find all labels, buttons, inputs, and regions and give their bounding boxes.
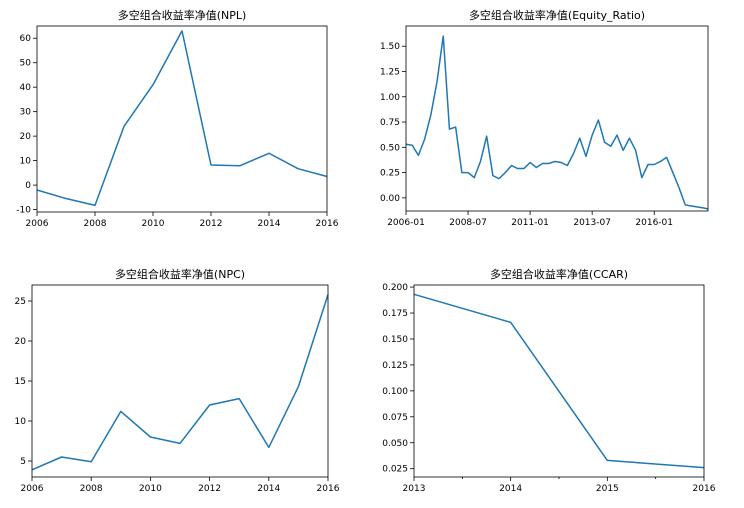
x-tick-label: 2006-01 [387, 218, 425, 228]
x-tick-label: 2012 [198, 484, 221, 494]
y-tick-label: 0.50 [380, 143, 400, 153]
y-tick-label: 40 [20, 83, 32, 93]
y-tick-label: 0.075 [382, 413, 408, 423]
x-tick-label: 2016-01 [635, 218, 673, 228]
y-tick-label: 15 [15, 377, 26, 387]
x-tick-label: 2016 [316, 219, 339, 229]
x-tick-label: 2015 [596, 484, 619, 494]
plot-frame [31, 284, 329, 478]
y-tick-label: 10 [15, 417, 27, 427]
y-tick-label: 0.025 [382, 465, 408, 475]
chart-title: 多空组合收益率净值(NPL) [118, 8, 247, 22]
chart-panel-4: 多空组合收益率净值(CCAR) 0.025 0.050 0.075 0.100 0.125… [382, 267, 715, 494]
x-tick-label: 2011-01 [511, 218, 549, 228]
x-tick-label: 2008 [84, 219, 107, 229]
chart-panel-1: 多空组合收益率净值(NPL) -10 0 10 20 30 40 50 60 2006 2008 20… [16, 8, 338, 229]
x-tick-label: 2014 [499, 484, 522, 494]
x-tick-label: 2008-07 [449, 218, 487, 228]
chart-title: 多空组合收益率净值(Equity_Ratio) [469, 8, 645, 22]
y-tick-label: 0.25 [380, 169, 400, 179]
x-tick-label: 2014 [257, 484, 280, 494]
y-tick-label: 50 [20, 59, 32, 69]
x-tick-label: 2010 [142, 219, 165, 229]
y-tick-label: 0.100 [382, 387, 408, 397]
y-tick-label: 1.25 [380, 67, 400, 77]
plot-frame [413, 284, 705, 478]
y-tick-label: 25 [15, 297, 26, 307]
y-tick-label: 0.00 [380, 194, 400, 204]
y-tick-label: 0.050 [382, 439, 408, 449]
plot-frame [405, 25, 709, 212]
series-line [31, 294, 329, 471]
y-tick-label: 0.125 [382, 361, 408, 371]
y-tick-label: 0 [25, 181, 31, 191]
x-tick-label: 2013 [403, 484, 426, 494]
x-tick-label: 2014 [258, 219, 281, 229]
y-tick-label: 10 [20, 157, 32, 167]
x-tick-label: 2016 [317, 484, 340, 494]
series-line [413, 293, 705, 469]
y-tick-label: 0.200 [382, 283, 408, 293]
y-tick-label: 1.50 [380, 42, 400, 52]
series-line [405, 35, 709, 210]
y-tick-label: 60 [20, 34, 32, 44]
x-tick-label: 2012 [200, 219, 223, 229]
x-tick-label: 2016 [693, 484, 716, 494]
series-line [36, 30, 328, 207]
y-tick-label: -10 [16, 206, 31, 216]
plot-frame [36, 25, 328, 213]
y-tick-label: 20 [15, 337, 27, 347]
y-tick-label: 0.150 [382, 335, 408, 345]
x-tick-label: 2010 [139, 484, 162, 494]
chart-title: 多空组合收益率净值(CCAR) [490, 267, 628, 281]
y-tick-label: 1.00 [380, 93, 400, 103]
chart-title: 多空组合收益率净值(NPC) [115, 267, 245, 281]
y-tick-label: 0.75 [380, 118, 400, 128]
y-tick-label: 30 [20, 108, 32, 118]
chart-panel-2: 多空组合收益率净值(Equity_Ratio) 0.00 0.25 0.50 0.75 1… [380, 8, 709, 228]
y-tick-label: 5 [20, 457, 26, 467]
x-tick-label: 2008 [80, 484, 103, 494]
x-tick-label: 2006 [26, 219, 49, 229]
y-tick-label: 20 [20, 132, 32, 142]
x-tick-label: 2013-07 [573, 218, 611, 228]
x-tick-label: 2006 [21, 484, 44, 494]
chart-panel-3: 多空组合收益率净值(NPC) 5 10 15 20 25 2006 2008 2010 2012 2… [15, 267, 340, 494]
y-tick-label: 0.175 [382, 309, 408, 319]
